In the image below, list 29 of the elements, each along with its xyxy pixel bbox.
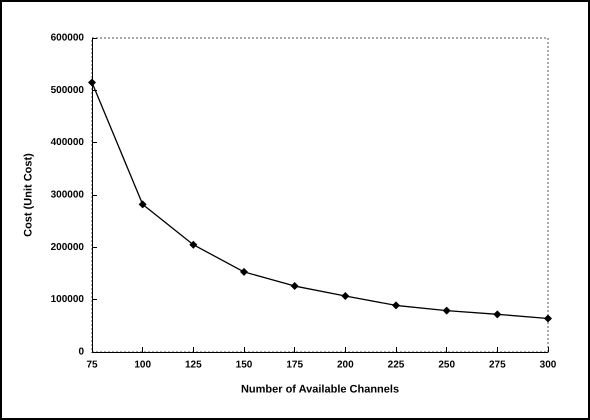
x-tick-label: 250 — [438, 360, 456, 370]
x-tick-label: 100 — [134, 360, 152, 370]
y-tick-label: 600000 — [50, 32, 84, 44]
point — [290, 282, 299, 290]
point — [189, 240, 198, 249]
point — [240, 268, 248, 276]
point — [544, 314, 552, 323]
x-tick-label: 175 — [286, 360, 304, 370]
point — [493, 310, 502, 318]
y-tick-label: 400000 — [50, 137, 84, 148]
x-tick-label: 275 — [488, 360, 506, 370]
point — [442, 306, 451, 315]
x-tick-label: 200 — [336, 360, 354, 370]
point — [138, 200, 147, 208]
y-axis-title: Cost (Unit Cost) — [22, 152, 34, 237]
x-tick-label: 150 — [236, 360, 253, 370]
point — [88, 78, 96, 86]
x-tick-label: 300 — [540, 360, 557, 370]
y-tick-label: 200000 — [50, 242, 84, 253]
x-axis-title: Number of Available Channels — [240, 384, 400, 396]
y-tick-label: 300000 — [50, 190, 84, 200]
y-tick-label: 100000 — [50, 294, 84, 306]
point — [341, 292, 350, 300]
y-tick-label: 500000 — [50, 84, 84, 96]
point — [392, 301, 400, 310]
x-tick-label: 75 — [86, 360, 98, 370]
x-tick-label: 125 — [184, 360, 202, 370]
x-tick-label: 225 — [388, 360, 405, 370]
y-tick-label: 0 — [78, 346, 84, 358]
